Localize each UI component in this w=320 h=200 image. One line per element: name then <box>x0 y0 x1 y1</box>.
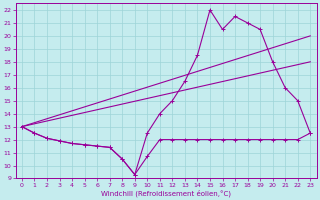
X-axis label: Windchill (Refroidissement éolien,°C): Windchill (Refroidissement éolien,°C) <box>101 189 231 197</box>
